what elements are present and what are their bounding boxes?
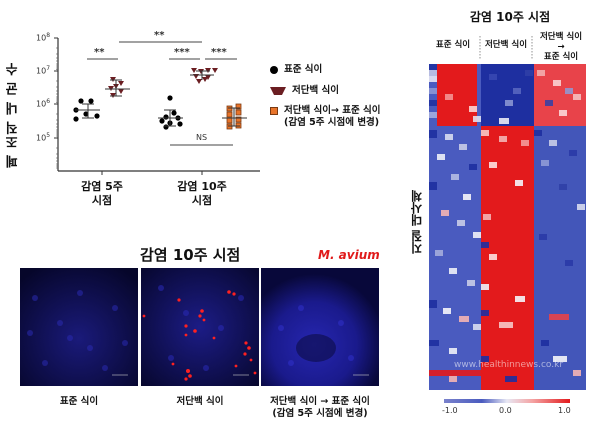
- group-label-line3: 표준 식이: [543, 52, 579, 62]
- x-category-5w: 감염 5주 시점: [72, 180, 132, 208]
- sig-label-5w: **: [94, 47, 105, 58]
- sig-label-10w-a: ***: [174, 47, 190, 58]
- heatmap-y-axis-label: 지질 대사체: [410, 190, 424, 255]
- x-category-line2: 시점: [91, 194, 113, 207]
- x-category-line1: 감염 5주: [81, 180, 123, 193]
- square-marker-icon: [270, 107, 278, 115]
- triangle-marker-icon: [270, 87, 286, 95]
- heatmap-group-lowprotein: 저단백 식이: [480, 40, 532, 50]
- group-label: 저단백 식이: [484, 40, 528, 50]
- caption-line1: 저단백 식이: [176, 396, 224, 407]
- y-tick-1e5: 105: [36, 132, 50, 143]
- microscopy-panel-standard: [20, 268, 138, 386]
- microscopy-species-label: M. avium: [318, 248, 380, 262]
- group-label-arrow: →: [557, 42, 565, 52]
- microscopy-image: [261, 268, 379, 386]
- heatmap-colorbar: [444, 399, 570, 403]
- y-tick-exp: 5: [46, 132, 51, 139]
- microscopy-panel-switch: [261, 268, 379, 386]
- y-tick-base: 10: [36, 133, 47, 143]
- heatmap-grid: www.healthinnews.co.kr: [429, 64, 586, 390]
- y-tick-1e6: 106: [36, 98, 50, 109]
- legend-label-line1: 저단백 식이→ 표준 식이: [284, 105, 381, 116]
- heatmap-cells: [429, 64, 586, 390]
- heatmap-watermark: www.healthinnews.co.kr: [454, 360, 564, 370]
- y-tick-exp: 7: [46, 65, 51, 72]
- legend-item-lowprotein: 저단백 식이: [270, 85, 410, 97]
- heatmap-group-dividers: [479, 36, 533, 60]
- x-category-line2: 시점: [191, 194, 213, 207]
- sig-label-across: **: [154, 30, 165, 41]
- colorbar-max-label: 1.0: [558, 406, 571, 415]
- y-tick-1e8: 108: [36, 32, 50, 43]
- x-category-line1: 감염 10주: [177, 180, 227, 193]
- legend-item-standard: 표준 식이: [270, 64, 410, 76]
- legend-label: 저단백 식이→ 표준 식이 (감염 5주 시점에 변경): [284, 105, 381, 129]
- legend-label: 저단백 식이: [292, 85, 340, 96]
- heatmap-group-switch: 저단백 식이 → 표준 식이: [533, 32, 589, 62]
- microscopy-image: [20, 268, 138, 386]
- y-tick-1e7: 107: [36, 65, 50, 76]
- microscopy-image: [141, 268, 259, 386]
- microscopy-caption-lowprotein: 저단백 식이: [141, 396, 259, 408]
- microscopy-caption-switch: 저단백 식이 → 표준 식이 (감염 5주 시점에 변경): [252, 396, 388, 420]
- legend-label: 표준 식이: [284, 64, 323, 75]
- group-label-line1: 저단백 식이: [539, 32, 583, 42]
- colorbar-mid-label: 0.0: [499, 406, 512, 415]
- caption-line1: 저단백 식이 → 표준 식이: [270, 396, 370, 407]
- colorbar-min-label: -1.0: [442, 406, 458, 415]
- y-tick-exp: 6: [46, 98, 51, 105]
- microscopy-caption-standard: 표준 식이: [20, 396, 138, 408]
- group-label: 표준 식이: [435, 40, 471, 50]
- y-tick-exp: 8: [46, 32, 51, 39]
- circle-marker-icon: [270, 66, 278, 74]
- legend-label-line2: (감염 5주 시점에 변경): [284, 117, 380, 128]
- sig-label-ns: NS: [196, 133, 208, 142]
- caption-line2: (감염 5주 시점에 변경): [272, 408, 368, 419]
- microscopy-panel-lowprotein: [141, 268, 259, 386]
- sig-label-10w-b: ***: [211, 47, 227, 58]
- microscopy-title: 감염 10주 시점: [140, 246, 241, 264]
- caption-line1: 표준 식이: [59, 396, 99, 407]
- legend-item-switch: 저단백 식이→ 표준 식이 (감염 5주 시점에 변경): [270, 105, 410, 129]
- y-tick-base: 10: [36, 66, 47, 76]
- y-tick-base: 10: [36, 99, 47, 109]
- y-tick-base: 10: [36, 33, 47, 43]
- x-category-10w: 감염 10주 시점: [167, 180, 237, 208]
- scatter-legend: 표준 식이 저단백 식이 저단백 식이→ 표준 식이 (감염 5주 시점에 변경…: [270, 64, 410, 129]
- heatmap-group-standard: 표준 식이: [428, 40, 478, 50]
- heatmap-title: 감염 10주 시점: [469, 10, 551, 24]
